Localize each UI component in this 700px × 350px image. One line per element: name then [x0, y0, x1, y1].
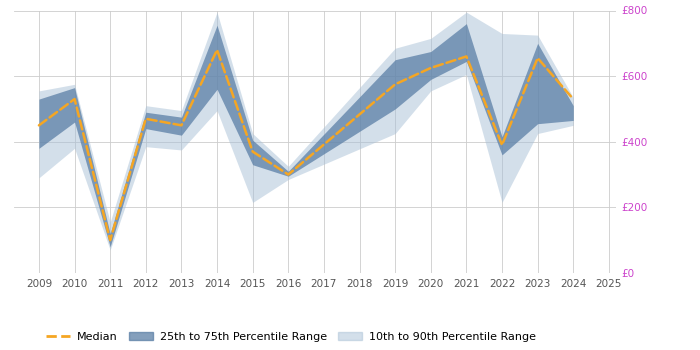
Legend: Median, 25th to 75th Percentile Range, 10th to 90th Percentile Range: Median, 25th to 75th Percentile Range, 1… — [41, 327, 540, 346]
